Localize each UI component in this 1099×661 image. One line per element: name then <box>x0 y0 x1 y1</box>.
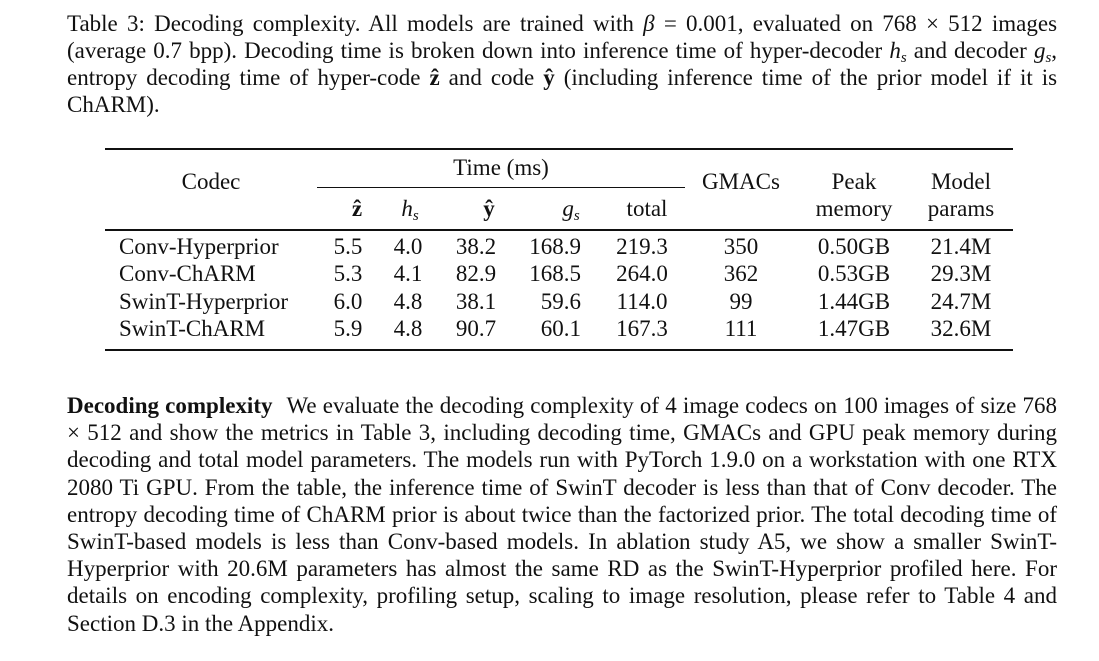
row4-hs: 4.8 <box>393 316 423 341</box>
row3-y: 38.1 <box>455 289 497 314</box>
header-hs-sub: s <box>412 208 419 224</box>
header-gs-base: g <box>562 196 574 221</box>
row3-gmacs: 99 <box>729 289 753 314</box>
beta-value: 0.001 <box>686 11 738 36</box>
row2-total: 264.0 <box>616 261 668 286</box>
row3-hs: 4.8 <box>393 289 423 314</box>
header-hs-base: h <box>401 196 413 221</box>
row1-gs: 168.9 <box>529 234 581 259</box>
hs-base: h <box>889 38 901 63</box>
caption-label: Table 3: <box>67 11 145 36</box>
row3-total: 114.0 <box>616 289 668 314</box>
paragraph-body: We evaluate the decoding complexity of 4… <box>67 393 1057 636</box>
row1-z: 5.5 <box>333 234 363 259</box>
row3-z: 6.0 <box>333 289 363 314</box>
paragraph-heading: Decoding complexity <box>67 393 273 418</box>
row2-z: 5.3 <box>333 261 363 286</box>
row4-params: 32.6M <box>930 316 992 341</box>
row1-codec: Conv-Hyperprior <box>119 234 279 259</box>
row2-y: 82.9 <box>455 261 497 286</box>
row4-peak: 1.47GB <box>817 316 891 341</box>
gs-subscript: s <box>1045 50 1052 66</box>
header-y-hat: ŷ <box>483 196 495 221</box>
row4-gs: 60.1 <box>540 316 581 341</box>
equals-sign: = <box>663 11 677 36</box>
gs-base: g <box>1033 38 1046 63</box>
row3-gs: 59.6 <box>540 289 581 314</box>
header-gmacs: GMACs <box>702 169 780 194</box>
table-caption: Table 3: Decoding complexity. All models… <box>67 10 1057 118</box>
header-time-group: Time (ms) <box>453 155 549 180</box>
row2-params: 29.3M <box>930 261 992 286</box>
row2-peak: 0.53GB <box>817 261 891 286</box>
row1-peak: 0.50GB <box>817 234 891 259</box>
caption-text-5: and code <box>448 65 535 90</box>
table-top-rule <box>105 148 1013 150</box>
header-model-line2: params <box>927 196 995 221</box>
table-bottom-rule <box>105 349 1013 351</box>
row3-codec: SwinT-Hyperprior <box>119 289 289 314</box>
time-group-rule <box>317 187 685 188</box>
header-gs-sub: s <box>573 208 580 224</box>
header-hs: hs <box>401 196 419 224</box>
row4-total: 167.3 <box>616 316 668 341</box>
complexity-table: Codec Time (ms) GMACs Peak memory Model … <box>105 148 1013 353</box>
row3-params: 24.7M <box>930 289 992 314</box>
row4-z: 5.9 <box>333 316 363 341</box>
header-codec: Codec <box>181 169 241 194</box>
decoding-complexity-paragraph: Decoding complexity We evaluate the decod… <box>67 392 1057 637</box>
header-total: total <box>626 196 668 221</box>
row4-codec: SwinT-ChARM <box>119 316 266 341</box>
y-hat-symbol: ŷ <box>543 65 555 90</box>
row1-gmacs: 350 <box>723 234 759 259</box>
header-gs: gs <box>562 196 580 224</box>
beta-symbol: β <box>643 11 655 36</box>
caption-title: Decoding complexity. <box>154 11 361 36</box>
row4-y: 90.7 <box>455 316 497 341</box>
caption-text-1: All models are trained with <box>368 11 634 36</box>
header-peak-line1: Peak <box>831 169 877 194</box>
caption-text-2: , evaluated on 768 × 512 images (average… <box>67 11 1058 63</box>
row1-params: 21.4M <box>930 234 992 259</box>
header-model-line1: Model <box>930 169 992 194</box>
row1-y: 38.2 <box>455 234 497 259</box>
row4-gmacs: 111 <box>724 316 758 341</box>
row2-gmacs: 362 <box>723 261 759 286</box>
row1-total: 219.3 <box>616 234 668 259</box>
header-z-hat: ẑ <box>351 196 363 221</box>
row2-gs: 168.5 <box>529 261 581 286</box>
row3-peak: 1.44GB <box>817 289 891 314</box>
caption-text-3: and decoder <box>913 38 1027 63</box>
row2-hs: 4.1 <box>393 261 423 286</box>
table-header-rule <box>105 229 1013 231</box>
hs-subscript: s <box>900 50 907 66</box>
row2-codec: Conv-ChARM <box>119 261 256 286</box>
row1-hs: 4.0 <box>393 234 423 259</box>
caption-text-4: , entropy decoding time of hyper-code <box>67 38 1058 90</box>
header-peak-line2: memory <box>815 196 893 221</box>
gs-symbol: gs <box>1033 38 1052 66</box>
z-hat-symbol: ẑ <box>429 65 440 90</box>
caption-text-6: (including inference time of the prior m… <box>67 65 1058 117</box>
hs-symbol: hs <box>889 38 907 66</box>
